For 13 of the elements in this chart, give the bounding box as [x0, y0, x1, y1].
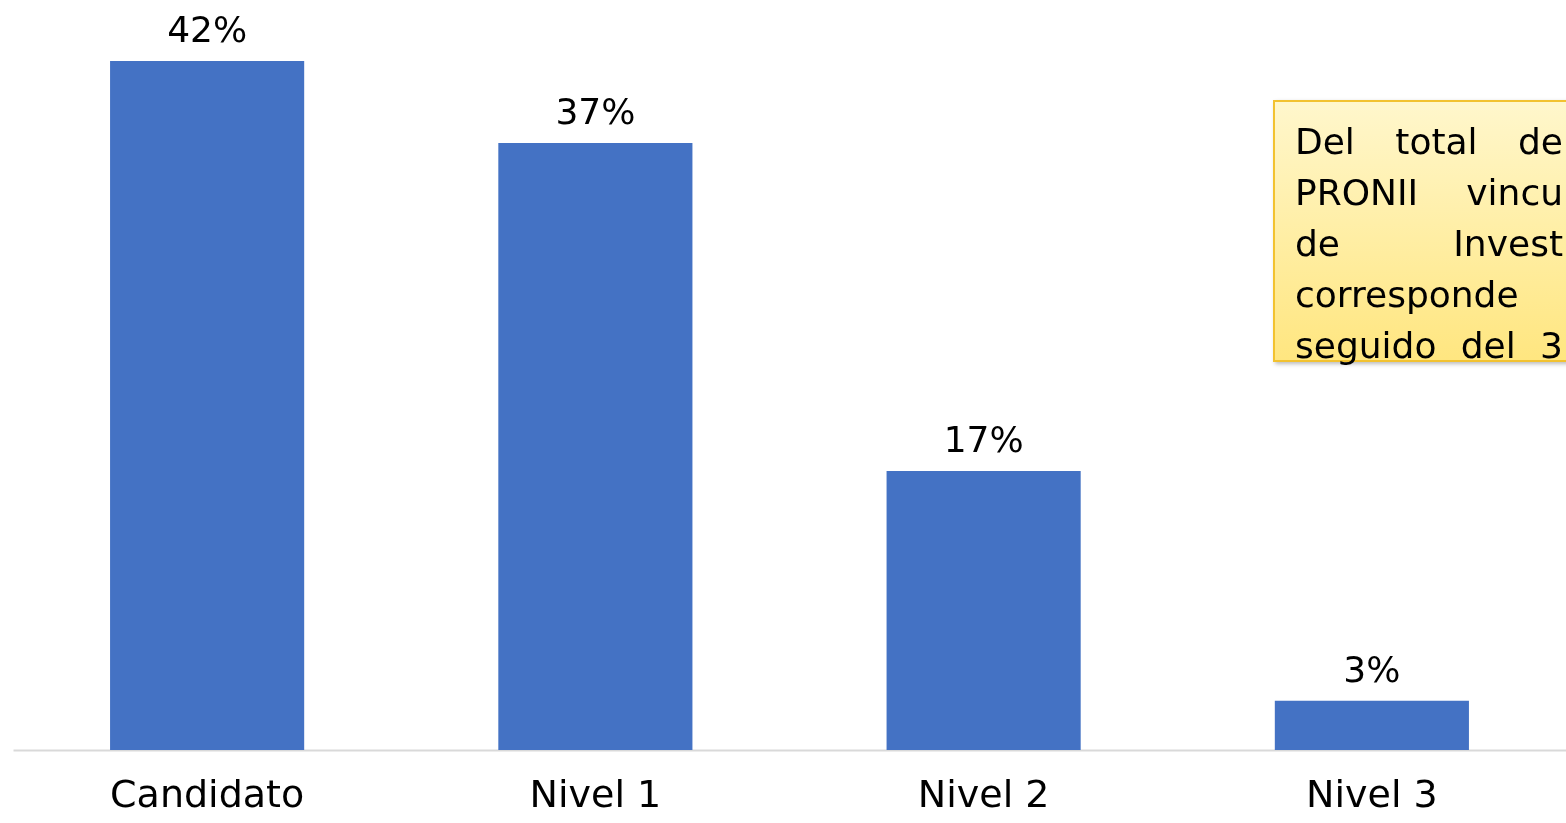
- data-label: 37%: [555, 91, 636, 133]
- x-tick-label: Candidato: [110, 771, 305, 816]
- annotation: Del total de PRONII vincu de Invest corresponde seguido del 3: [1295, 120, 1563, 368]
- x-tick-label: Nivel 1: [529, 771, 662, 816]
- bar: [1274, 700, 1469, 750]
- bar: [886, 471, 1081, 750]
- x-tick-label: Nivel 2: [917, 771, 1050, 816]
- x-tick-label: Nivel 3: [1306, 771, 1438, 816]
- data-label: 3%: [1343, 648, 1401, 690]
- data-label: 17%: [943, 419, 1024, 461]
- bar: [110, 61, 305, 750]
- data-label: 42%: [167, 9, 248, 50]
- bar: [498, 143, 693, 750]
